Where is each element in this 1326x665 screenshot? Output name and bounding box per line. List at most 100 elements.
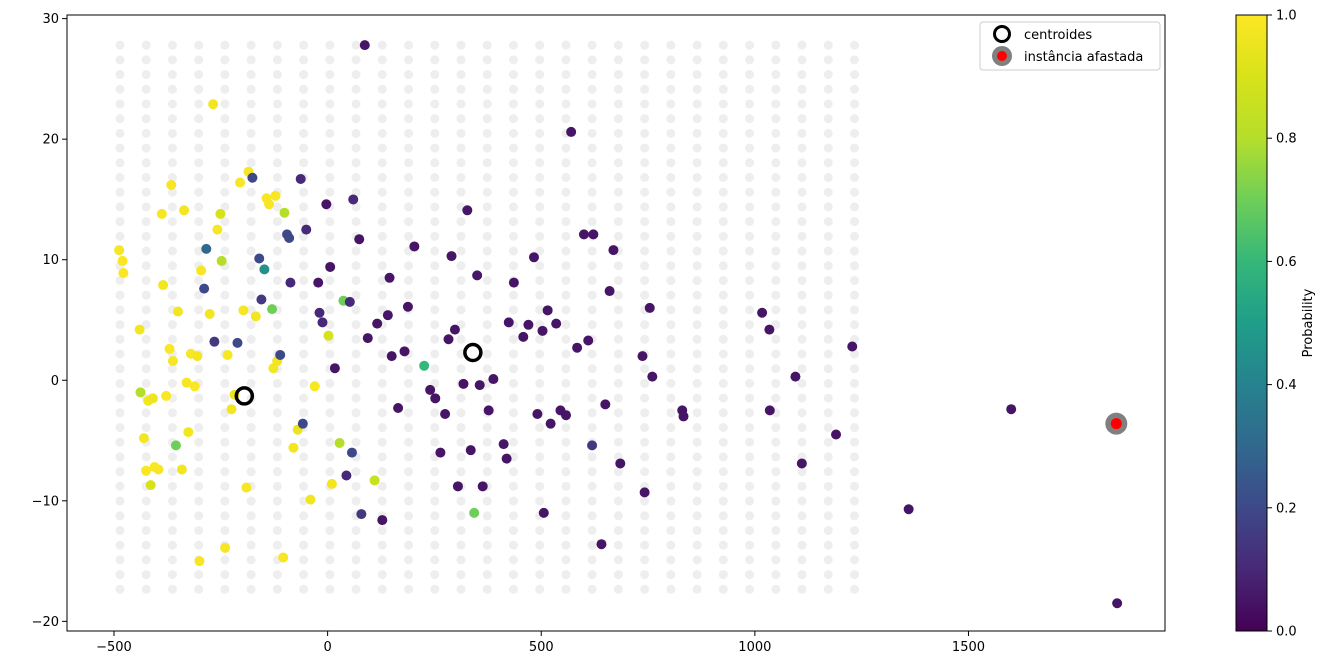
grid-point [115,511,125,521]
grid-point [325,570,335,580]
data-point [402,301,413,312]
grid-point [640,202,650,212]
data-point [166,179,177,190]
grid-point [745,246,755,256]
grid-point [482,261,492,271]
grid-point [220,467,230,477]
grid-point [823,84,833,94]
grid-point [141,114,151,124]
data-point [138,433,149,444]
grid-point [115,393,125,403]
colorbar-tick-label: 0.6 [1276,255,1297,270]
grid-point [771,511,781,521]
grid-point [299,70,309,80]
grid-point [299,128,309,138]
data-point [118,267,129,278]
grid-point [745,187,755,197]
grid-point [797,99,807,109]
grid-point [272,393,282,403]
grid-point [613,525,623,535]
grid-point [456,364,466,374]
data-point [153,464,164,475]
grid-point [377,423,387,433]
grid-point [745,584,755,594]
data-point [1006,404,1017,415]
data-point [356,509,367,520]
grid-point [718,437,728,447]
grid-point [535,114,545,124]
data-point [196,265,207,276]
grid-point [377,290,387,300]
data-point [578,229,589,240]
grid-point [640,128,650,138]
grid-point [141,584,151,594]
grid-point [666,172,676,182]
grid-point [823,511,833,521]
grid-point [482,158,492,168]
grid-point [640,584,650,594]
grid-point [508,525,518,535]
grid-point [692,378,702,388]
grid-point [535,570,545,580]
grid-point [220,246,230,256]
grid-point [325,423,335,433]
grid-point [718,467,728,477]
grid-point [351,555,361,565]
grid-point [666,99,676,109]
data-point [596,539,607,550]
data-point [790,371,801,382]
data-point [305,494,316,505]
grid-point [194,305,204,315]
grid-point [745,393,755,403]
grid-point [482,99,492,109]
grid-point [456,584,466,594]
grid-point [587,408,597,418]
grid-point [692,84,702,94]
grid-point [535,187,545,197]
grid-point [587,511,597,521]
grid-point [482,525,492,535]
grid-point [299,452,309,462]
grid-point [246,423,256,433]
grid-point [482,246,492,256]
grid-point [823,334,833,344]
data-point [1112,598,1123,609]
grid-point [115,70,125,80]
grid-point [456,511,466,521]
grid-point [771,114,781,124]
grid-point [797,172,807,182]
grid-point [640,70,650,80]
x-axis-ticks: −500 0 500 1000 1500 [96,631,985,655]
grid-point [692,393,702,403]
grid-point [430,364,440,374]
grid-point [823,496,833,506]
grid-point [404,481,414,491]
grid-point [167,128,177,138]
grid-point [167,481,177,491]
grid-point [272,158,282,168]
data-point [382,310,393,321]
grid-point [771,40,781,50]
grid-point [692,570,702,580]
grid-point [167,231,177,241]
grid-point [194,496,204,506]
grid-point [797,334,807,344]
colorbar-tick-label: 1.0 [1276,9,1297,24]
data-point [587,440,598,451]
grid-point [535,246,545,256]
grid-point [849,525,859,535]
grid-point [404,393,414,403]
grid-point [377,525,387,535]
grid-point [587,570,597,580]
grid-point [587,290,597,300]
grid-point [718,496,728,506]
grid-point [849,452,859,462]
grid-point [377,128,387,138]
grid-point [640,84,650,94]
grid-point [194,393,204,403]
data-point [501,453,512,464]
grid-point [666,187,676,197]
grid-point [535,423,545,433]
grid-point [404,143,414,153]
grid-point [745,158,755,168]
